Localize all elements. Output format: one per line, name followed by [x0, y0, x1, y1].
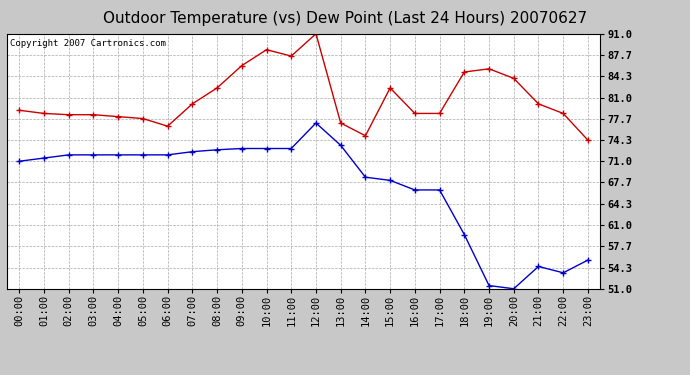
Text: Copyright 2007 Cartronics.com: Copyright 2007 Cartronics.com — [10, 39, 166, 48]
Text: Outdoor Temperature (vs) Dew Point (Last 24 Hours) 20070627: Outdoor Temperature (vs) Dew Point (Last… — [103, 11, 587, 26]
